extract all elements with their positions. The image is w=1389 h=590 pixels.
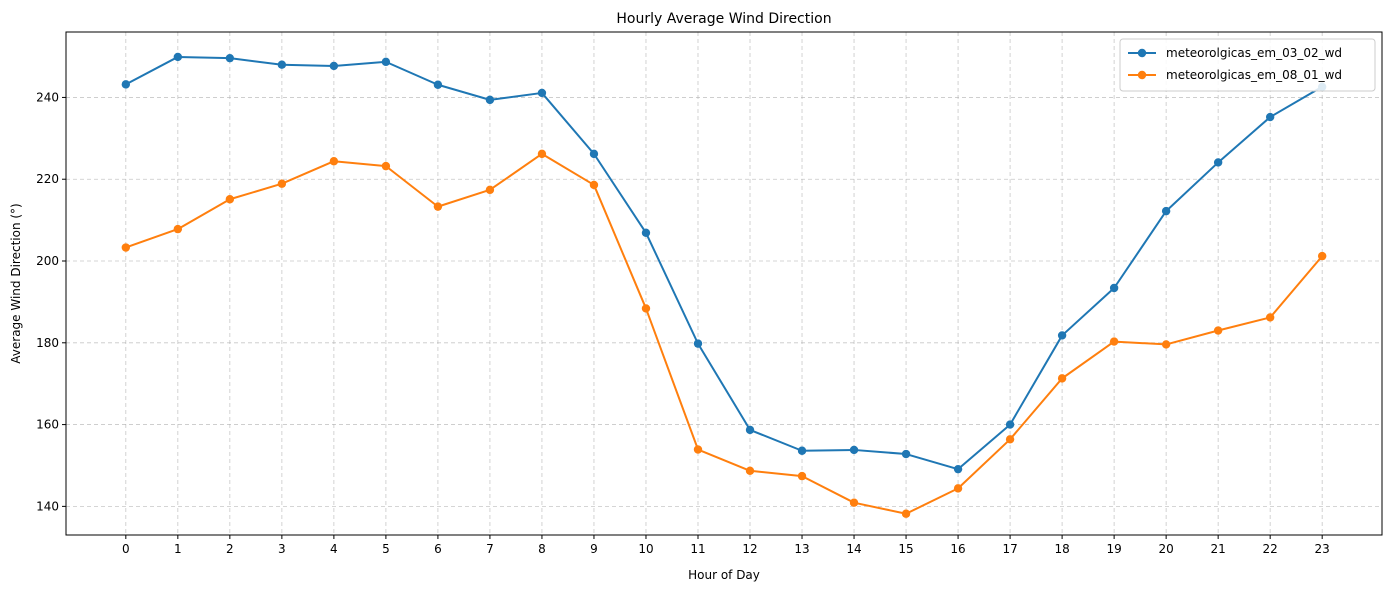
x-tick-label: 0	[122, 542, 130, 556]
series-2	[121, 149, 1327, 518]
data-point	[641, 228, 651, 237]
series-line	[125, 55, 1323, 471]
data-point	[1213, 158, 1223, 167]
x-tick-label: 10	[638, 542, 653, 556]
x-tick-label: 11	[690, 542, 705, 556]
data-point	[537, 88, 547, 98]
x-tick-label: 18	[1054, 542, 1069, 556]
y-axis-ticks: 140 160 180 200 220 240	[36, 90, 66, 513]
x-tick-label: 22	[1263, 542, 1278, 556]
x-tick-label: 6	[434, 542, 442, 556]
data-point	[1317, 251, 1327, 261]
data-point	[641, 304, 651, 313]
y-tick-label: 240	[36, 90, 59, 104]
x-tick-label: 17	[1002, 542, 1017, 556]
x-tick-label: 9	[590, 542, 598, 556]
data-point	[173, 52, 183, 62]
data-point	[693, 339, 703, 348]
y-tick-label: 140	[36, 499, 59, 513]
x-axis-label: Hour of Day	[688, 568, 760, 582]
x-tick-label: 19	[1106, 542, 1121, 556]
y-tick-label: 200	[36, 254, 59, 268]
data-point	[901, 509, 911, 518]
data-point	[693, 445, 703, 454]
legend-label: meteorolgicas_em_08_01_wd	[1166, 68, 1342, 82]
legend-marker	[1137, 48, 1147, 58]
data-point	[381, 161, 391, 171]
gridlines	[66, 32, 1382, 535]
series-line	[125, 152, 1323, 515]
legend-box	[1119, 38, 1376, 92]
x-tick-label: 14	[846, 542, 861, 556]
x-tick-label: 15	[898, 542, 913, 556]
y-axis-label: Average Wind Direction (°)	[9, 203, 23, 363]
data-point	[485, 95, 495, 105]
data-point	[797, 471, 807, 481]
data-point	[277, 60, 287, 69]
legend-item: meteorolgicas_em_08_01_wd	[1128, 68, 1342, 82]
data-point	[849, 445, 859, 455]
data-point	[381, 57, 391, 67]
x-axis-ticks: 0 1 2 3 4 5 6 7 8 9 10 11 12 13 14 15 16 17 18 19 20 21 22 23	[122, 535, 1330, 556]
y-tick-label: 160	[36, 418, 59, 432]
data-point	[329, 61, 339, 71]
x-tick-label: 1	[174, 542, 182, 556]
x-tick-label: 21	[1211, 542, 1226, 556]
data-point	[433, 202, 443, 211]
data-point	[849, 498, 859, 507]
data-point	[745, 425, 755, 435]
data-point	[1005, 420, 1015, 429]
data-point	[1265, 112, 1275, 122]
data-point	[1109, 337, 1119, 346]
x-tick-label: 4	[330, 542, 338, 556]
x-tick-label: 23	[1315, 542, 1330, 556]
legend-label: meteorolgicas_em_03_02_wd	[1166, 46, 1342, 60]
data-point	[745, 466, 755, 475]
x-tick-label: 5	[382, 542, 390, 556]
data-point	[537, 149, 547, 159]
data-point	[225, 195, 235, 204]
data-point	[1265, 313, 1275, 322]
data-point	[225, 53, 235, 63]
data-point	[121, 243, 131, 252]
data-point	[589, 149, 599, 159]
x-tick-label: 7	[486, 542, 494, 556]
legend-marker	[1137, 70, 1147, 80]
legend-item: meteorolgicas_em_03_02_wd	[1128, 46, 1342, 60]
data-point	[1057, 374, 1067, 383]
x-tick-label: 2	[226, 542, 234, 556]
x-tick-label: 3	[278, 542, 286, 556]
series-1	[121, 52, 1327, 474]
x-tick-label: 16	[950, 542, 965, 556]
x-tick-label: 8	[538, 542, 546, 556]
data-point	[329, 157, 339, 166]
legend: meteorolgicas_em_03_02_wd meteorolgicas_e…	[1119, 38, 1376, 92]
x-tick-label: 12	[742, 542, 757, 556]
plot-area-frame	[65, 31, 1383, 536]
data-point	[433, 80, 443, 89]
data-point	[121, 80, 131, 89]
x-tick-label: 13	[794, 542, 809, 556]
data-point	[173, 224, 183, 234]
data-point	[901, 449, 911, 459]
data-point	[589, 180, 599, 190]
data-point	[277, 179, 287, 188]
data-point	[953, 464, 963, 474]
data-point	[1109, 283, 1119, 293]
data-point	[1005, 435, 1015, 444]
y-tick-label: 180	[36, 336, 59, 350]
data-point	[1161, 206, 1171, 216]
data-point	[797, 446, 807, 455]
x-tick-label: 20	[1158, 542, 1173, 556]
data-point	[1057, 331, 1067, 340]
data-point	[953, 484, 963, 493]
data-point	[1161, 340, 1171, 349]
data-point	[485, 185, 495, 195]
y-tick-label: 220	[36, 172, 59, 186]
data-point	[1213, 326, 1223, 335]
chart-title: Hourly Average Wind Direction	[616, 11, 831, 27]
series-lines	[121, 52, 1327, 518]
